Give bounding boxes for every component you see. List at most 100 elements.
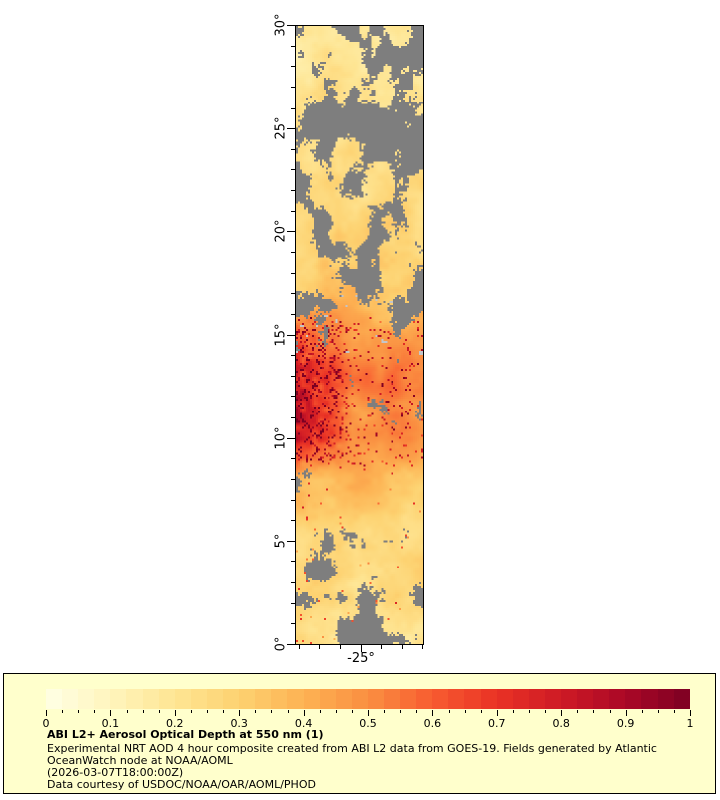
colorbar-minor-tick (673, 710, 675, 713)
lat-minor-tick (291, 623, 295, 624)
lat-minor-tick (291, 87, 295, 88)
colorbar-major-tick (496, 710, 498, 716)
colorbar-minor-tick (416, 710, 418, 713)
caption-credit: Data courtesy of USDOC/NOAA/OAR/AOML/PHO… (47, 778, 316, 791)
lat-minor-tick (291, 561, 295, 562)
colorbar-step (625, 689, 642, 709)
lat-minor-tick (291, 190, 295, 191)
colorbar-minor-tick (62, 710, 64, 713)
colorbar-minor-tick (223, 710, 225, 713)
lat-minor-tick (291, 603, 295, 604)
lat-minor-tick (291, 479, 295, 480)
lat-minor-tick (291, 46, 295, 47)
colorbar-step (528, 689, 545, 709)
lon-minor-tick (319, 645, 320, 649)
colorbar-minor-tick (287, 710, 289, 713)
lat-axis-tick-label: 15° (273, 322, 289, 347)
colorbar-minor-tick (512, 710, 514, 713)
colorbar-tick-label: 0.9 (616, 717, 635, 730)
colorbar-tick-label: 0.1 (101, 717, 120, 730)
colorbar-minor-tick (190, 710, 192, 713)
lat-minor-tick (291, 66, 295, 67)
lat-minor-tick (291, 582, 295, 583)
lat-minor-tick (291, 417, 295, 418)
colorbar-step (223, 689, 240, 709)
colorbar-step (287, 689, 304, 709)
colorbar-step (142, 689, 159, 709)
colorbar-tick-label: 0.6 (423, 717, 442, 730)
colorbar-step (351, 689, 368, 709)
colorbar-step (609, 689, 626, 709)
colorbar-step (496, 689, 513, 709)
caption-subtitle-line1: Experimental NRT AOD 4 hour composite cr… (47, 742, 657, 755)
colorbar-minor-tick (271, 710, 273, 713)
colorbar-step (432, 689, 449, 709)
colorbar-tick-label: 0.8 (552, 717, 570, 730)
lat-axis-tick-label: 20° (273, 219, 289, 243)
colorbar-major-tick (174, 710, 176, 716)
colorbar-minor-tick (384, 710, 386, 713)
colorbar-minor-tick (319, 710, 321, 713)
lat-minor-tick (291, 458, 295, 459)
colorbar-step (94, 689, 111, 709)
colorbar-step (577, 689, 594, 709)
lat-axis-tick-label: 10° (273, 426, 289, 450)
lat-minor-tick (291, 252, 295, 253)
colorbar-step (673, 689, 690, 709)
colorbar-tick-label: 0.5 (359, 717, 377, 730)
colorbar-major-tick (303, 710, 305, 716)
lat-minor-tick (291, 500, 295, 501)
colorbar-minor-tick (78, 710, 80, 713)
colorbar-minor-tick (641, 710, 643, 713)
colorbar-minor-tick (158, 710, 160, 713)
colorbar-step (641, 689, 658, 709)
colorbar-step (561, 689, 578, 709)
lat-major-tick (287, 231, 295, 232)
colorbar-tick-label: 0.2 (166, 717, 184, 730)
caption-text: Experimental NRT AOD 4 hour composite cr… (47, 743, 657, 791)
colorbar-major-tick (110, 710, 112, 716)
lat-major-tick (287, 438, 295, 439)
caption-subtitle-line2: OceanWatch node at NOAA/AOML (47, 754, 233, 767)
colorbar-minor-tick (545, 710, 547, 713)
lon-minor-tick (299, 645, 300, 649)
colorbar-minor-tick (577, 710, 579, 713)
colorbar-minor-tick (335, 710, 337, 713)
caption-timestamp: (2026-03-07T18:00:00Z) (47, 766, 184, 779)
colorbar-minor-tick (657, 710, 659, 713)
colorbar-step (303, 689, 320, 709)
colorbar-major-tick (368, 710, 369, 716)
colorbar-minor-tick (593, 710, 595, 713)
colorbar-minor-tick (464, 710, 466, 713)
colorbar-step (190, 689, 207, 709)
colorbar-step (480, 689, 497, 709)
lon-minor-tick (422, 645, 423, 649)
lat-minor-tick (291, 169, 295, 170)
lat-minor-tick (291, 520, 295, 521)
lat-major-tick (287, 644, 295, 645)
colorbar-step (126, 689, 143, 709)
colorbar-step (255, 689, 272, 709)
colorbar-minor-tick (142, 710, 144, 713)
colorbar-step (319, 689, 336, 709)
lon-axis-tick-label: -25° (347, 651, 375, 666)
colorbar-step (544, 689, 561, 709)
lon-minor-tick (402, 645, 403, 649)
lat-major-tick (287, 25, 295, 26)
colorbar-minor-tick (529, 710, 530, 713)
colorbar-major-tick (561, 710, 563, 716)
aod-map (296, 26, 423, 644)
lat-minor-tick (291, 355, 295, 356)
lat-minor-tick (291, 273, 295, 274)
colorbar-minor-tick (255, 710, 257, 713)
lon-minor-tick (381, 645, 382, 649)
lat-minor-tick (291, 396, 295, 397)
colorbar-minor-tick (207, 710, 208, 713)
colorbar-step (593, 689, 610, 709)
colorbar-minor-tick (480, 710, 482, 713)
lon-major-tick (361, 645, 362, 652)
colorbar-minor-tick (400, 710, 402, 713)
caption-title: ABI L2+ Aerosol Optical Depth at 550 nm … (47, 728, 324, 741)
lat-axis-tick-label: 5° (273, 533, 289, 549)
